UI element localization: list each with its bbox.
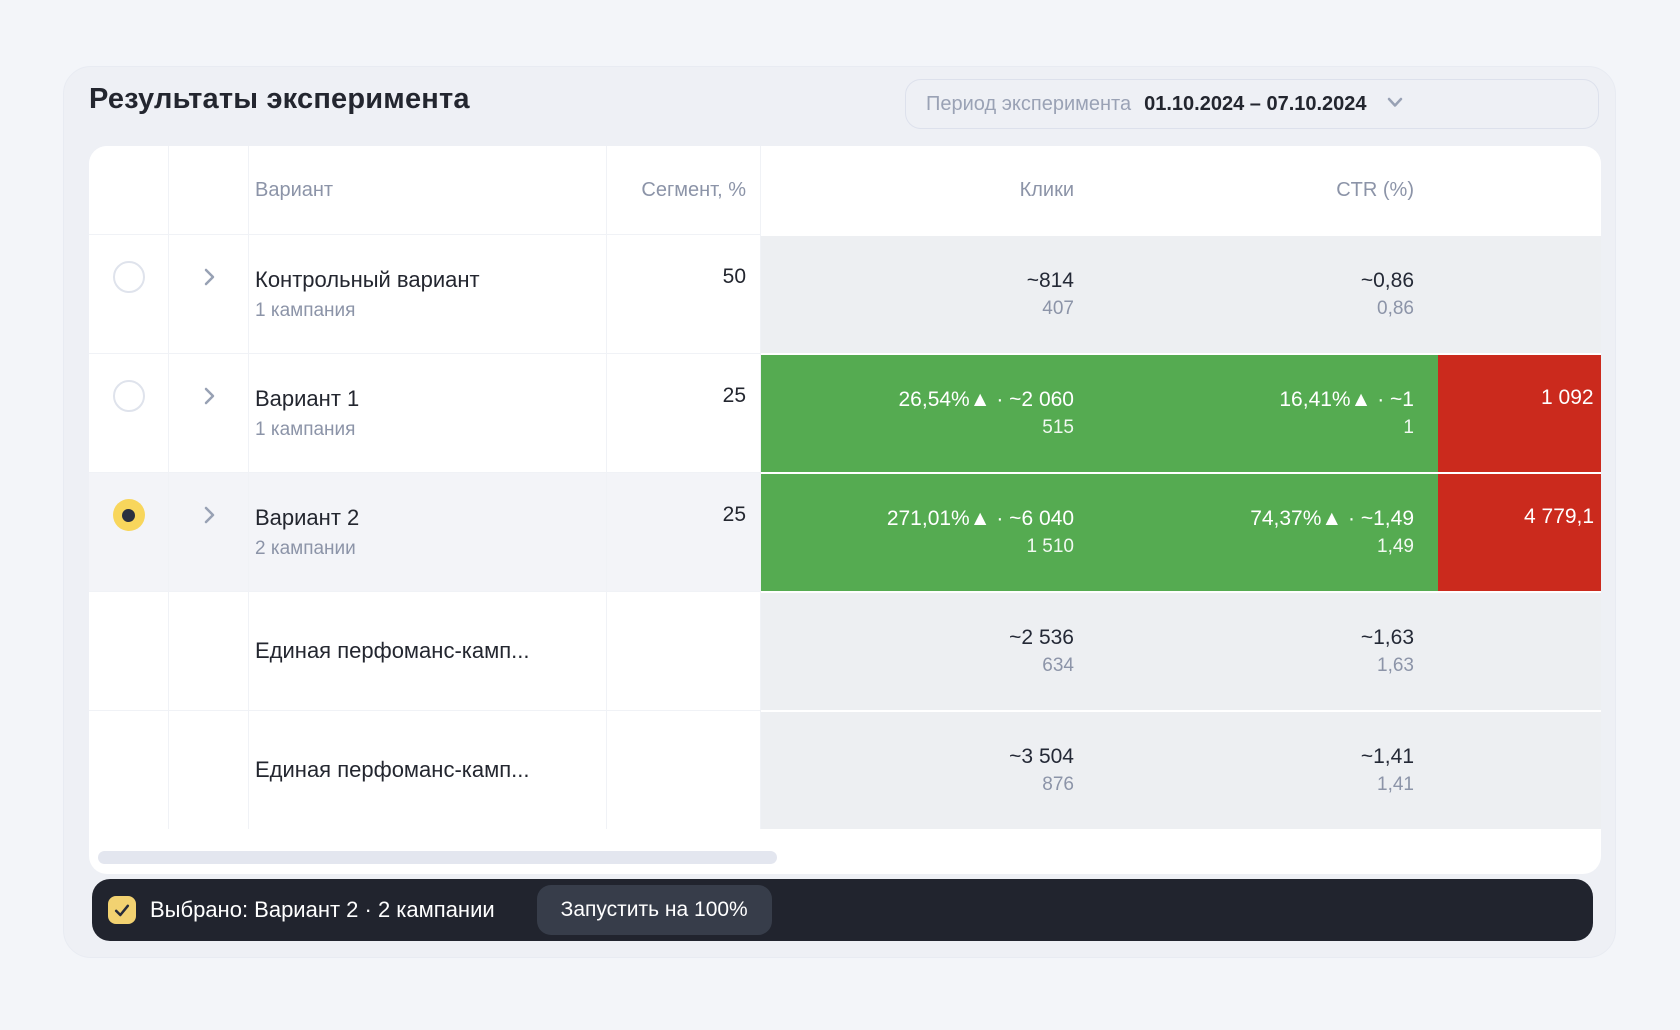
header-expand-spacer <box>169 146 249 234</box>
variant-subtitle: 1 кампания <box>255 299 356 321</box>
column-header-segment: Сегмент, % <box>607 146 761 234</box>
chevron-right-icon[interactable] <box>198 385 220 407</box>
period-value: 01.10.2024 – 07.10.2024 <box>1144 92 1367 115</box>
page-title: Результаты эксперимента <box>89 83 470 115</box>
variant-cell: Контрольный вариант 1 кампания <box>249 234 607 353</box>
radio-cell-empty <box>89 591 169 710</box>
clicks-secondary: 876 <box>1042 774 1074 795</box>
clicks-secondary: 634 <box>1042 655 1074 676</box>
ctr-cell-positive: 16,41%▲ · ~1 1 <box>1098 353 1438 472</box>
extra-value-clipped: 1 092 <box>1541 386 1594 409</box>
campaign-name: Единая перфоманс-камп... <box>255 758 530 782</box>
radio-cell <box>89 353 169 472</box>
expand-cell <box>169 353 249 472</box>
chevron-down-icon <box>1385 92 1405 117</box>
table-row-control-variant[interactable]: Контрольный вариант 1 кампания 50 ~814 4… <box>89 234 1601 353</box>
clicks-primary: ~814 <box>1026 269 1074 292</box>
clicks-secondary: 515 <box>1042 417 1074 438</box>
variant-cell: Вариант 2 2 кампании <box>249 472 607 591</box>
clicks-cell: ~2 536 634 <box>761 591 1098 710</box>
ctr-primary: ~0,86 <box>1360 269 1414 292</box>
column-header-clicks: Клики <box>761 146 1098 234</box>
clicks-primary: ~3 504 <box>1009 745 1074 768</box>
period-label: Период эксперимента <box>926 92 1132 115</box>
ctr-cell: ~1,41 1,41 <box>1098 710 1438 829</box>
experiment-period-selector[interactable]: Период эксперимента 01.10.2024 – 07.10.2… <box>905 79 1599 129</box>
radio-cell <box>89 234 169 353</box>
ctr-secondary: 0,86 <box>1377 298 1414 319</box>
extra-cell-negative: 4 779,1 <box>1438 472 1601 591</box>
ctr-secondary: 1,63 <box>1377 655 1414 676</box>
variant-cell: Единая перфоманс-камп... <box>249 710 607 829</box>
segment-value: 25 <box>607 353 761 472</box>
selected-summary-label: Выбрано: Вариант 2 · 2 кампании <box>150 897 495 922</box>
clicks-secondary: 1 510 <box>1026 536 1074 557</box>
ctr-cell: ~1,63 1,63 <box>1098 591 1438 710</box>
extra-cell <box>1438 234 1601 353</box>
table-row-campaign-1[interactable]: Единая перфоманс-камп... ~2 536 634 ~1,6… <box>89 591 1601 710</box>
variant-cell: Вариант 1 1 кампания <box>249 353 607 472</box>
expand-cell-empty <box>169 710 249 829</box>
ctr-primary: ~1,41 <box>1360 745 1414 768</box>
radio-cell-empty <box>89 710 169 829</box>
expand-cell <box>169 234 249 353</box>
column-header-ctr: CTR (%) <box>1098 146 1438 234</box>
clicks-primary: 271,01%▲ · ~6 040 <box>886 507 1074 530</box>
header-extra-spacer <box>1438 146 1601 234</box>
column-header-variant: Вариант <box>249 146 607 234</box>
clicks-secondary: 407 <box>1042 298 1074 319</box>
clicks-cell: ~814 407 <box>761 234 1098 353</box>
header-radio-spacer <box>89 146 169 234</box>
table-header-row: Вариант Сегмент, % Клики CTR (%) <box>89 146 1601 234</box>
selected-checkbox[interactable] <box>108 896 136 924</box>
clicks-primary: 26,54%▲ · ~2 060 <box>898 388 1075 411</box>
selection-footer-bar: Выбрано: Вариант 2 · 2 кампании Запустит… <box>92 879 1593 941</box>
chevron-right-icon[interactable] <box>198 266 220 288</box>
variant-name: Вариант 2 <box>255 505 360 530</box>
variant-name: Вариант 1 <box>255 386 360 411</box>
clicks-cell-positive: 271,01%▲ · ~6 040 1 510 <box>761 472 1098 591</box>
ctr-cell-positive: 74,37%▲ · ~1,49 1,49 <box>1098 472 1438 591</box>
radio-cell <box>89 472 169 591</box>
radio-variant-1[interactable] <box>112 380 145 412</box>
expand-cell <box>169 472 249 591</box>
clicks-cell: ~3 504 876 <box>761 710 1098 829</box>
clicks-cell-positive: 26,54%▲ · ~2 060 515 <box>761 353 1098 472</box>
extra-value-clipped: 4 779,1 <box>1524 505 1595 528</box>
segment-value-empty <box>607 591 761 710</box>
campaign-name: Единая перфоманс-камп... <box>255 639 530 663</box>
table-row-campaign-2[interactable]: Единая перфоманс-камп... ~3 504 876 ~1,4… <box>89 710 1601 829</box>
ctr-secondary: 1,49 <box>1377 536 1414 557</box>
ctr-secondary: 1,41 <box>1377 774 1414 795</box>
extra-cell-negative: 1 092 <box>1438 353 1601 472</box>
results-table: Вариант Сегмент, % Клики CTR (%) Контрол… <box>89 146 1601 874</box>
ctr-primary: 16,41%▲ · ~1 <box>1279 388 1414 411</box>
ctr-primary: 74,37%▲ · ~1,49 <box>1250 507 1414 530</box>
clicks-primary: ~2 536 <box>1009 626 1074 649</box>
ctr-cell: ~0,86 0,86 <box>1098 234 1438 353</box>
check-icon <box>114 904 130 917</box>
chevron-right-icon[interactable] <box>198 504 220 526</box>
experiment-results-card: Результаты эксперимента Период экспериме… <box>63 66 1616 958</box>
variant-subtitle: 1 кампания <box>255 418 356 440</box>
radio-variant-2-selected[interactable] <box>112 499 145 531</box>
segment-value: 25 <box>607 472 761 591</box>
variant-subtitle: 2 кампании <box>255 537 356 559</box>
ctr-primary: ~1,63 <box>1360 626 1414 649</box>
radio-control-variant[interactable] <box>112 261 145 293</box>
ctr-secondary: 1 <box>1403 417 1414 438</box>
expand-cell-empty <box>169 591 249 710</box>
variant-cell: Единая перфоманс-камп... <box>249 591 607 710</box>
extra-cell <box>1438 710 1601 829</box>
table-row-variant-2-selected[interactable]: Вариант 2 2 кампании 25 271,01%▲ · ~6 04… <box>89 472 1601 591</box>
segment-value: 50 <box>607 234 761 353</box>
launch-100-button[interactable]: Запустить на 100% <box>536 885 772 935</box>
table-row-variant-1[interactable]: Вариант 1 1 кампания 25 26,54%▲ · ~2 060… <box>89 353 1601 472</box>
variant-name: Контрольный вариант <box>255 267 480 292</box>
extra-cell <box>1438 591 1601 710</box>
horizontal-scrollbar-thumb[interactable] <box>98 851 777 864</box>
segment-value-empty <box>607 710 761 829</box>
